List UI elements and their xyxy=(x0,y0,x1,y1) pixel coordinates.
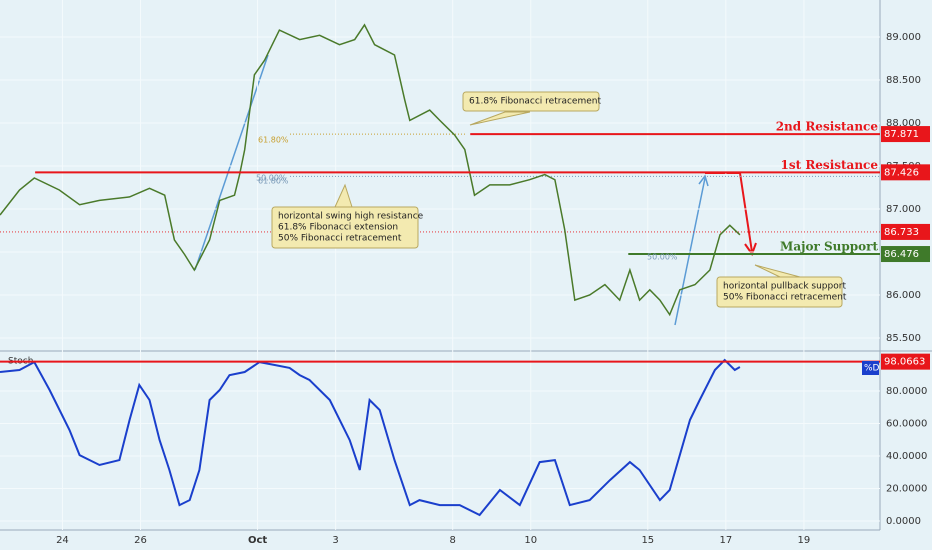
value-tag-box xyxy=(881,164,930,181)
y-tick-label: 86.000 xyxy=(886,290,921,301)
x-tick-label: 17 xyxy=(719,535,732,546)
y-tick-label: 87.000 xyxy=(886,204,921,215)
fib-label: 50.00% xyxy=(647,253,678,262)
annotation-text: 50% Fibonacci retracement xyxy=(278,234,402,244)
y-tick-label: 0.0000 xyxy=(886,516,921,527)
value-tag: 98.0663 xyxy=(884,357,925,368)
level-label: 2nd Resistance xyxy=(776,120,879,134)
fib-label: 61.80% xyxy=(258,177,289,186)
value-tag-box xyxy=(881,126,930,143)
x-tick-label: 15 xyxy=(641,535,654,546)
fib-label: 61.80% xyxy=(258,136,289,145)
x-tick-label: 19 xyxy=(798,535,811,546)
annotation-text: horizontal swing high resistance xyxy=(278,212,424,222)
y-tick-label: 88.500 xyxy=(886,75,921,86)
series-tag: %D xyxy=(864,364,880,374)
series-line xyxy=(0,23,741,317)
annotation-box xyxy=(462,91,600,112)
y-tick-label: 20.0000 xyxy=(886,484,927,495)
annotation: 61.8% Fibonacci retracement xyxy=(462,91,601,126)
projection-arrow xyxy=(705,172,757,257)
annotation-tail xyxy=(469,111,531,126)
x-tick-label: 26 xyxy=(134,535,147,546)
level-label: Major Support xyxy=(780,240,878,254)
y-tick-label: 88.000 xyxy=(886,118,921,129)
annotation-text: 61.8% Fibonacci extension xyxy=(278,223,398,233)
x-tick-label: 3 xyxy=(332,535,338,546)
x-tick-label: Oct xyxy=(248,535,267,546)
value-tag-box xyxy=(881,246,930,263)
annotation-text: 50% Fibonacci retracement xyxy=(723,293,847,303)
series-line xyxy=(0,358,741,517)
series-tag-box xyxy=(862,361,879,375)
fib-label: 50.00% xyxy=(256,174,287,183)
annotation-box xyxy=(271,206,419,249)
value-tag-box xyxy=(881,223,930,240)
level-label: 1st Resistance xyxy=(781,158,879,172)
annotation-tail xyxy=(754,264,801,278)
value-tag: 87.426 xyxy=(884,167,919,178)
y-tick-label: 89.000 xyxy=(886,32,921,43)
value-tag: 86.733 xyxy=(884,227,919,238)
value-tag: 87.871 xyxy=(884,129,919,140)
x-tick-label: 10 xyxy=(524,535,537,546)
value-tag-box xyxy=(881,353,930,370)
x-tick-label: 8 xyxy=(449,535,455,546)
y-tick-label: 40.0000 xyxy=(886,451,927,462)
x-tick-label: 24 xyxy=(56,535,69,546)
swing-arrows xyxy=(194,54,709,326)
annotation-tail xyxy=(334,183,353,208)
value-tag: 86.476 xyxy=(884,249,919,260)
y-tick-label: 60.0000 xyxy=(886,419,927,430)
y-tick-label: 80.0000 xyxy=(886,386,927,397)
y-tick-label: 85.500 xyxy=(886,333,921,344)
annotation-text: horizontal pullback support xyxy=(723,282,846,292)
annotation-box xyxy=(716,276,843,308)
annotation-text: 61.8% Fibonacci retracement xyxy=(469,97,601,107)
